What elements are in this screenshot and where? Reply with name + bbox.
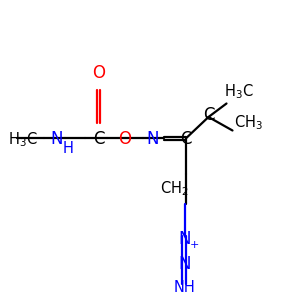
Text: H: H: [63, 141, 74, 156]
Text: C: C: [93, 130, 104, 148]
Text: H$_3$C: H$_3$C: [8, 130, 37, 149]
Text: N: N: [178, 230, 190, 247]
Text: NH: NH: [173, 280, 195, 296]
Text: N: N: [178, 255, 190, 273]
Text: C: C: [203, 106, 214, 124]
Text: H$_3$C: H$_3$C: [224, 82, 253, 101]
Text: O: O: [92, 64, 105, 82]
Text: C: C: [180, 130, 192, 148]
Text: +: +: [190, 239, 199, 250]
Text: CH$_2$: CH$_2$: [160, 180, 188, 198]
Text: N: N: [51, 130, 63, 148]
Text: O: O: [118, 130, 131, 148]
Text: N: N: [147, 130, 159, 148]
Text: CH$_3$: CH$_3$: [234, 114, 263, 132]
